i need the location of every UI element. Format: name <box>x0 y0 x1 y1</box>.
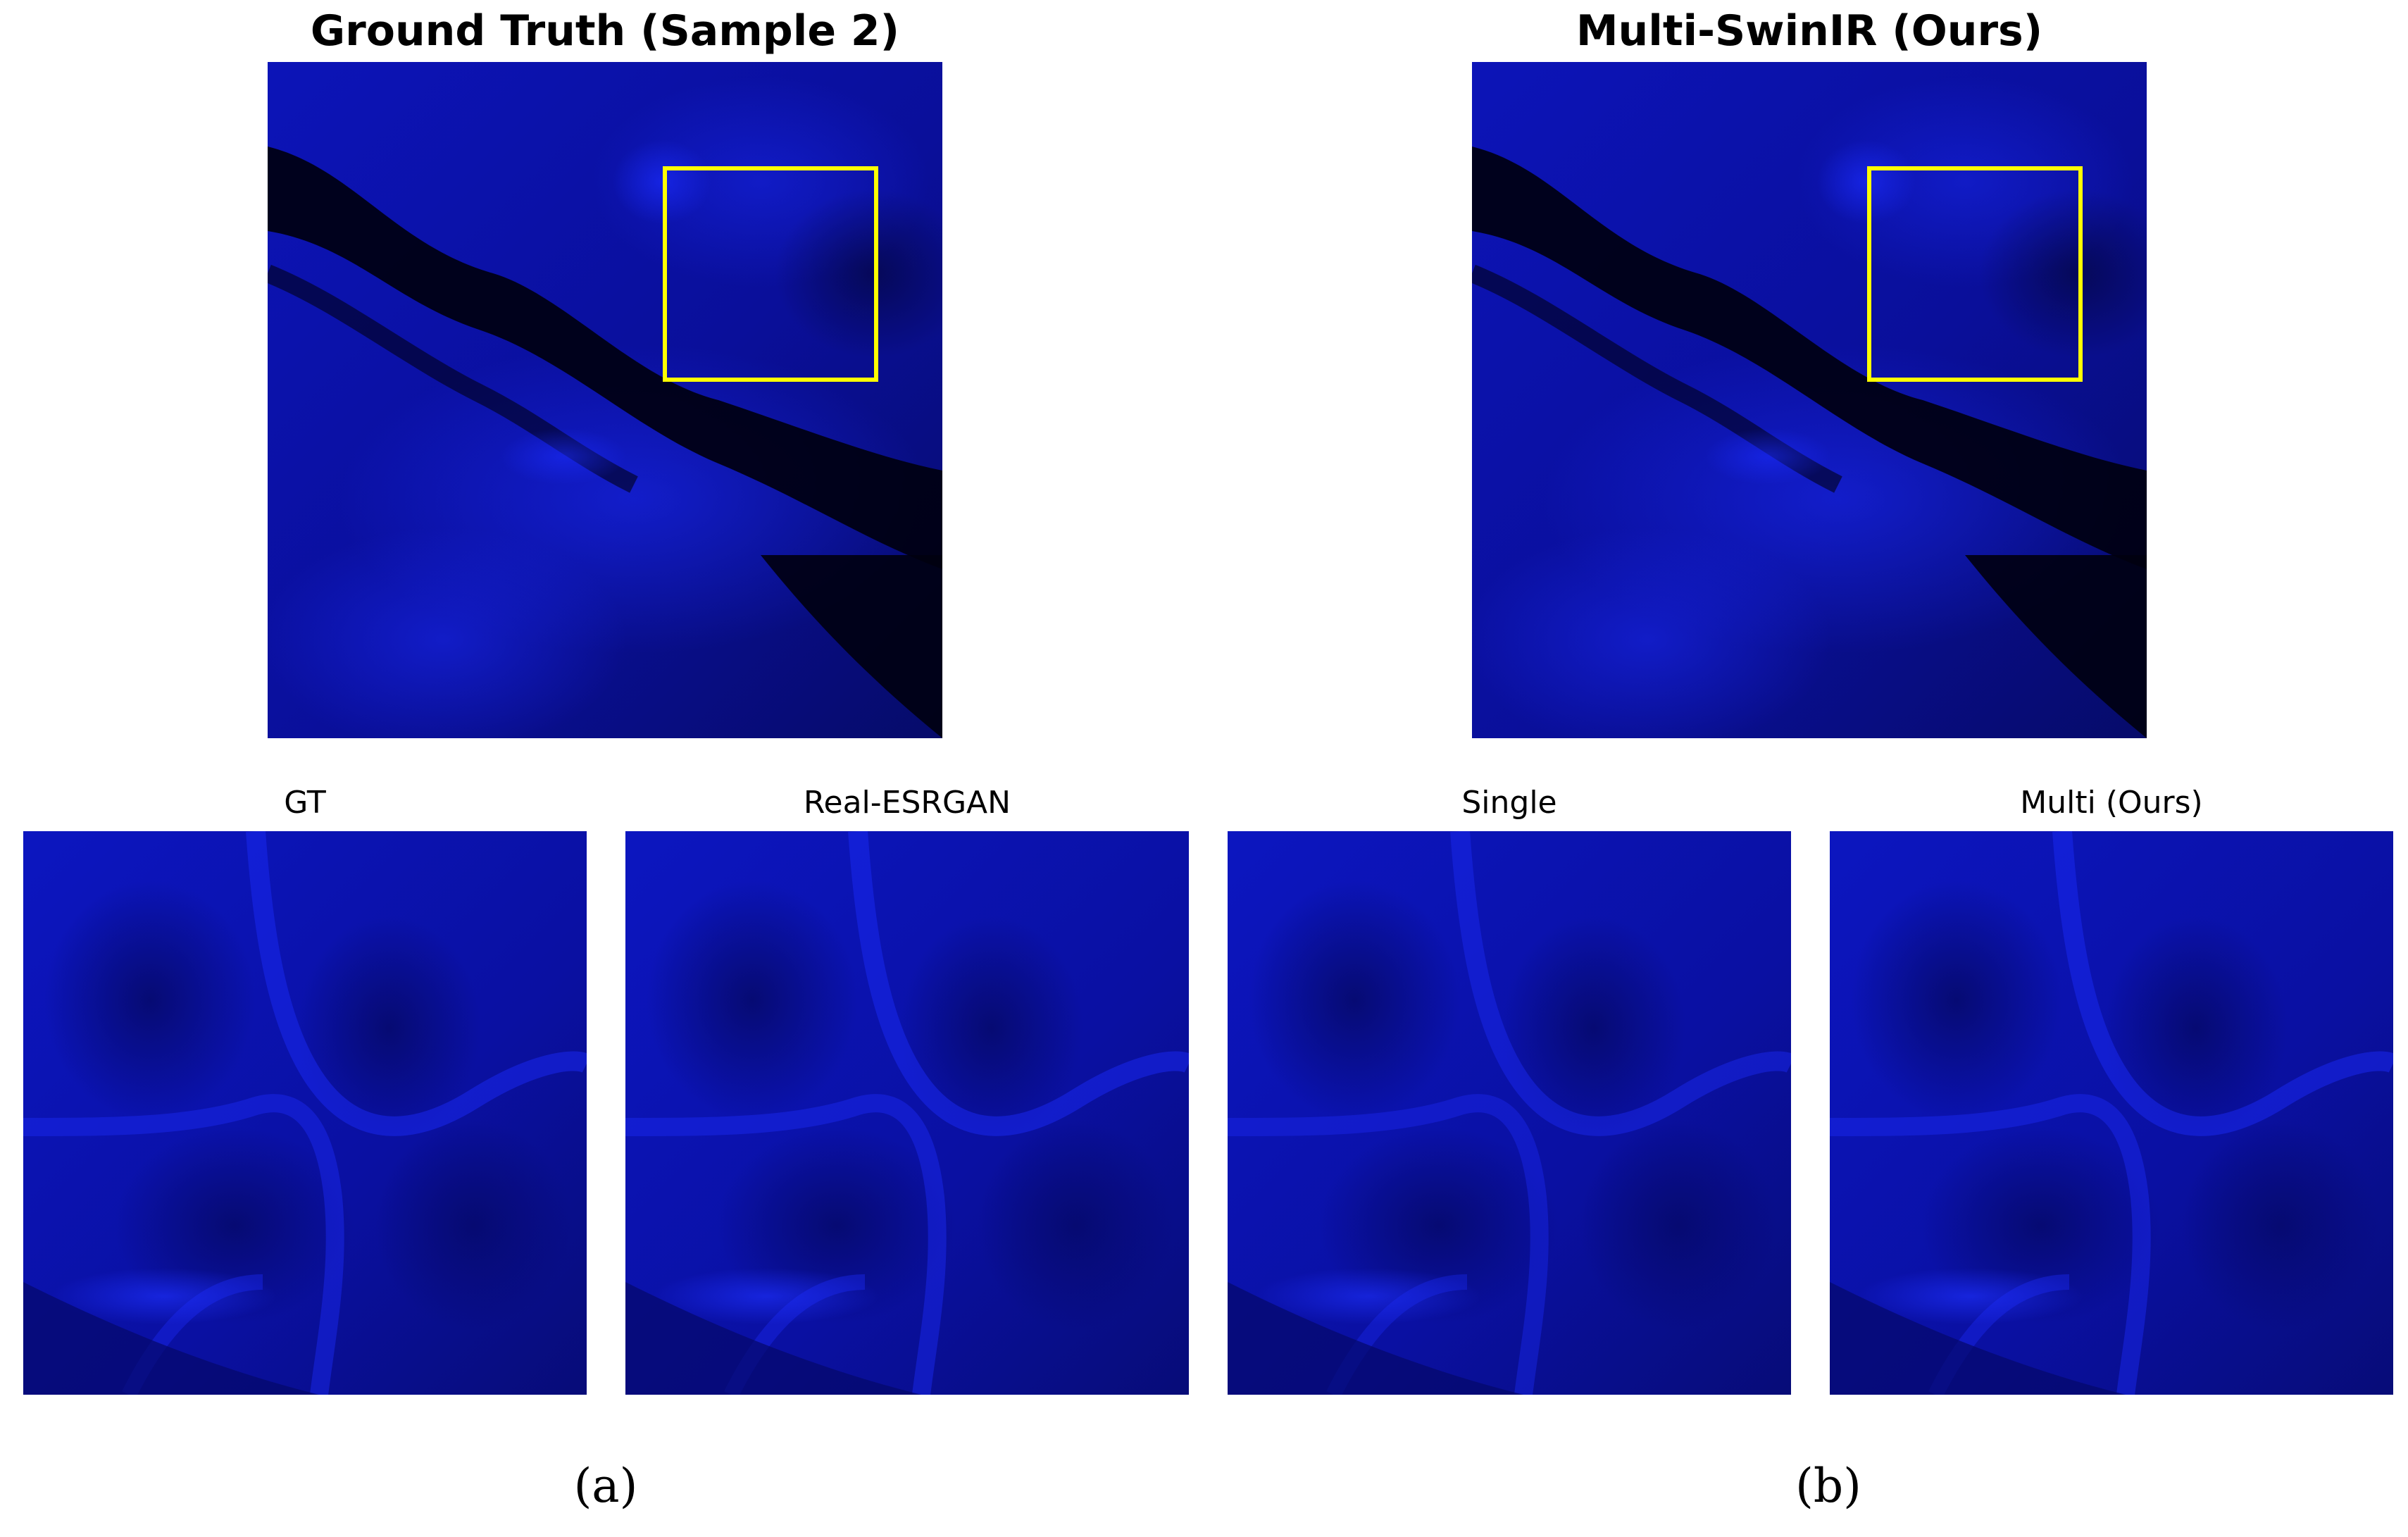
panel-label-b: (b) <box>1795 1459 1861 1513</box>
panel-label-a: (a) <box>573 1459 638 1513</box>
roi-highlight-box-right <box>1867 166 2083 382</box>
crop-image-multi-ours <box>1830 831 2393 1395</box>
roi-highlight-box-left <box>663 166 878 382</box>
crop-title-single: Single <box>1461 785 1557 821</box>
crop-image-gt <box>23 831 587 1395</box>
ground-truth-title: Ground Truth (Sample 2) <box>310 6 900 56</box>
crop-title-multi-ours: Multi (Ours) <box>2020 785 2203 821</box>
ground-truth-image <box>268 62 942 738</box>
crop-title-real-esrgan: Real-ESRGAN <box>803 785 1011 821</box>
multi-swinir-title: Multi-SwinIR (Ours) <box>1576 6 2043 56</box>
crop-image-single <box>1228 831 1791 1395</box>
crop-title-gt: GT <box>284 785 326 821</box>
multi-swinir-image <box>1472 62 2147 738</box>
crop-image-real-esrgan <box>625 831 1189 1395</box>
